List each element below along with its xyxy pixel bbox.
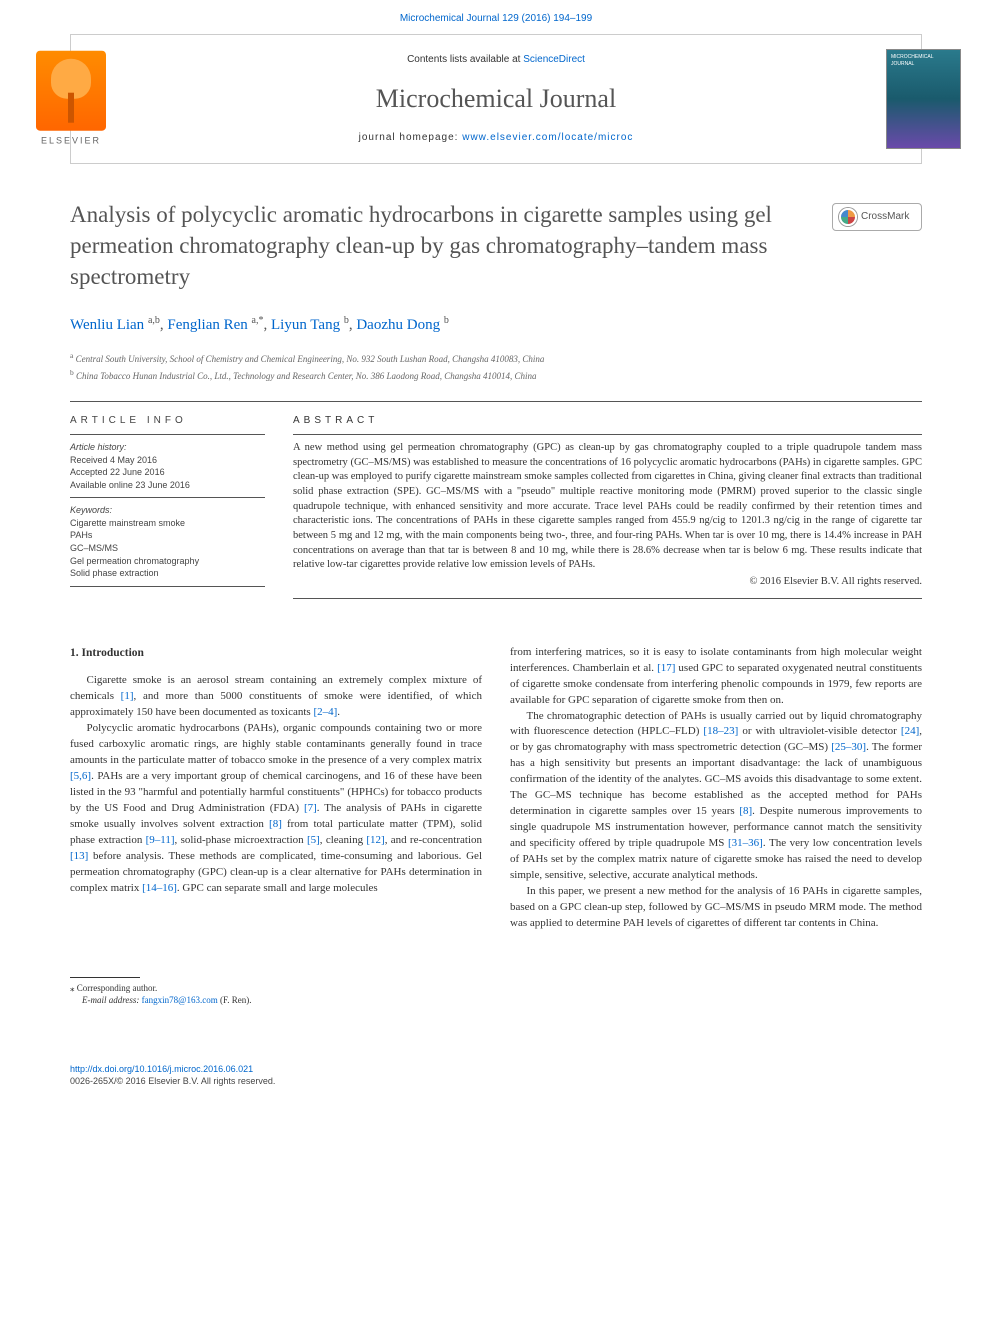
contents-available-line: Contents lists available at ScienceDirec… [171,53,821,67]
ref-link[interactable]: [8] [269,818,282,830]
ref-link[interactable]: [7] [304,802,317,814]
journal-cover-thumbnail[interactable]: MICROCHEMICAL JOURNAL [886,49,961,149]
ref-link[interactable]: [25–30] [831,741,866,753]
section-heading-introduction: 1. Introduction [70,645,482,662]
article-info-sidebar: article info Article history: Received 4… [70,402,265,599]
ref-link[interactable]: [12] [366,834,384,846]
body-column-left: 1. Introduction Cigarette smoke is an ae… [70,645,482,1007]
body-paragraph: The chromatographic detection of PAHs is… [510,709,922,884]
abstract-text: A new method using gel permeation chroma… [293,434,922,599]
ref-link[interactable]: [24] [901,725,919,737]
accepted-date: Accepted 22 June 2016 [70,466,265,479]
footnotes: ⁎ Corresponding author. E-mail address: … [70,982,482,1007]
sciencedirect-link[interactable]: ScienceDirect [523,54,585,65]
top-citation: Microchemical Journal 129 (2016) 194–199 [0,0,992,34]
affiliations: a Central South University, School of Ch… [70,350,922,383]
ref-link[interactable]: [13] [70,850,88,862]
received-date: Received 4 May 2016 [70,454,265,467]
corresponding-email-link[interactable]: fangxin78@163.com [142,995,218,1005]
keyword: PAHs [70,529,265,542]
crossmark-badge[interactable]: CrossMark [832,203,922,231]
crossmark-icon [839,208,857,226]
abstract-heading: abstract [293,402,922,434]
ref-link[interactable]: [5] [307,834,320,846]
ref-link[interactable]: [14–16] [142,882,177,894]
journal-homepage-link[interactable]: www.elsevier.com/locate/microc [462,132,633,143]
keyword: Solid phase extraction [70,567,265,580]
ref-link[interactable]: [9–11] [146,834,175,846]
crossmark-label: CrossMark [861,210,909,224]
journal-header: ELSEVIER Contents lists available at Sci… [70,34,922,164]
ref-link[interactable]: [8] [739,805,752,817]
doi-link[interactable]: http://dx.doi.org/10.1016/j.microc.2016.… [70,1064,253,1074]
article-info-heading: article info [70,402,265,434]
ref-link[interactable]: [18–23] [703,725,738,737]
publisher-logo: ELSEVIER [26,51,116,148]
keyword: Gel permeation chromatography [70,555,265,568]
publisher-label: ELSEVIER [26,135,116,148]
article-history-label: Article history: [70,441,265,454]
keywords-label: Keywords: [70,504,265,517]
abstract-copyright: © 2016 Elsevier B.V. All rights reserved… [293,575,922,590]
journal-homepage-line: journal homepage: www.elsevier.com/locat… [171,131,821,145]
corresponding-author-note: ⁎ Corresponding author. [70,982,157,995]
body-column-right: from interfering matrices, so it is easy… [510,645,922,1007]
journal-name: Microchemical Journal [171,81,821,117]
keyword: Cigarette mainstream smoke [70,517,265,530]
body-paragraph: In this paper, we present a new method f… [510,884,922,932]
body-paragraph: Polycyclic aromatic hydrocarbons (PAHs),… [70,721,482,896]
ref-link[interactable]: [1] [121,690,134,702]
ref-link[interactable]: [31–36] [728,837,763,849]
author-link[interactable]: Fenglian Ren [167,317,251,333]
top-citation-link[interactable]: Microchemical Journal 129 (2016) 194–199 [400,13,592,24]
ref-link[interactable]: [17] [657,662,675,674]
body-paragraph: from interfering matrices, so it is easy… [510,645,922,709]
author-link[interactable]: Liyun Tang [271,317,344,333]
keyword: GC–MS/MS [70,542,265,555]
authors-line: Wenliu Lian a,b, Fenglian Ren a,*, Liyun… [70,314,922,336]
footnote-divider [70,977,140,978]
elsevier-tree-icon [36,51,106,131]
article-title: Analysis of polycyclic aromatic hydrocar… [70,199,802,292]
author-link[interactable]: Wenliu Lian [70,317,148,333]
ref-link[interactable]: [5,6] [70,770,91,782]
online-date: Available online 23 June 2016 [70,479,265,492]
body-paragraph: Cigarette smoke is an aerosol stream con… [70,673,482,721]
page-footer: http://dx.doi.org/10.1016/j.microc.2016.… [0,1063,992,1118]
issn-copyright: 0026-265X/© 2016 Elsevier B.V. All right… [70,1075,922,1088]
author-link[interactable]: Daozhu Dong [356,317,443,333]
ref-link[interactable]: [2–4] [313,706,337,718]
